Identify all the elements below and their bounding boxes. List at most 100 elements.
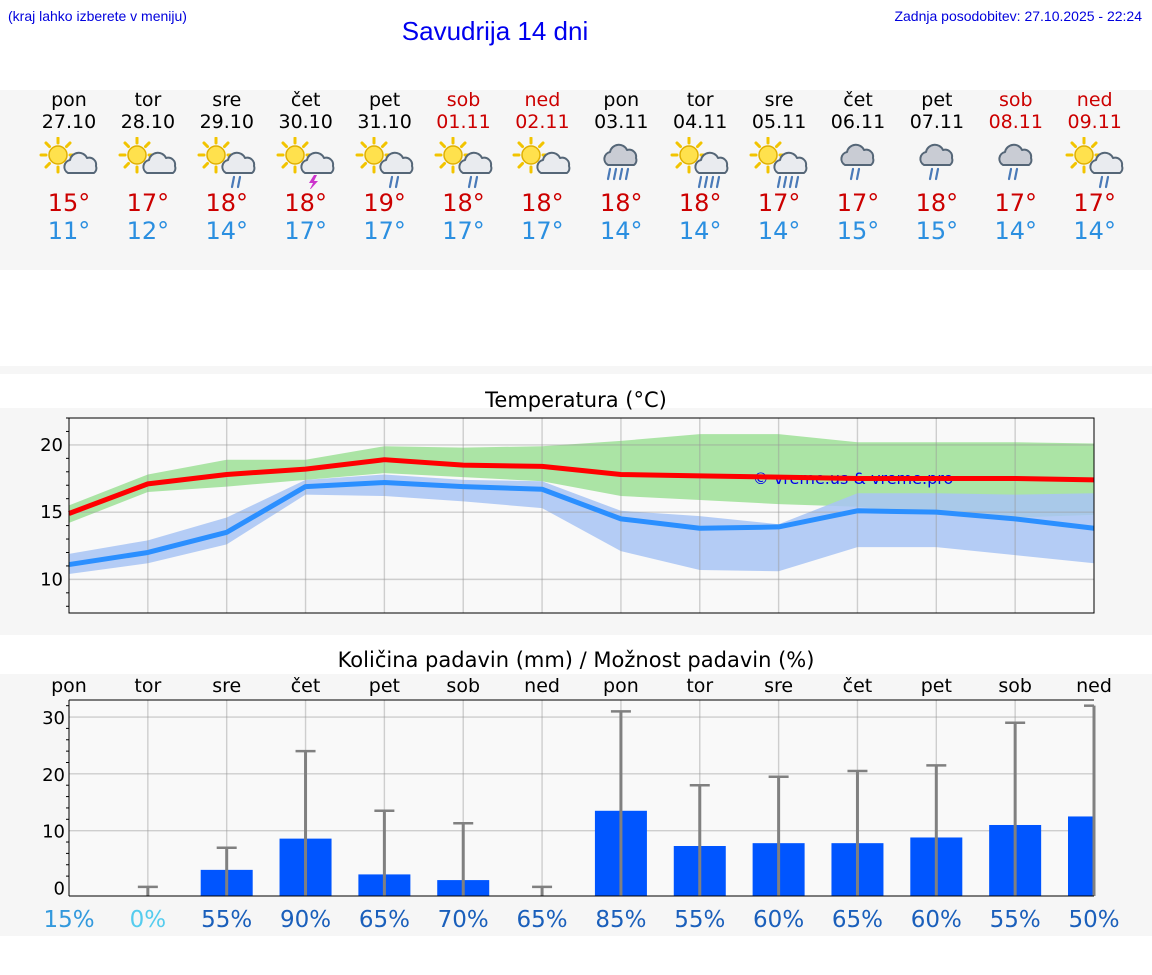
day-date: 03.11 (594, 111, 649, 133)
min-temperature: 14° (757, 217, 801, 245)
y-tick-label: 10 (42, 822, 65, 843)
precipitation-probability: 55% (990, 907, 1041, 933)
cloud-rain-icon (840, 143, 875, 181)
day-date: 29.10 (199, 111, 254, 133)
max-temperature: 18° (205, 189, 249, 217)
day-name: sob (446, 89, 481, 111)
max-temperature: 18° (678, 189, 722, 217)
y-tick-label: 15 (40, 502, 63, 523)
min-temperature: 17° (363, 217, 406, 245)
precipitation-probability: 90% (280, 907, 331, 933)
day-date: 28.10 (120, 111, 176, 133)
precipitation-probability: 70% (438, 907, 489, 933)
day-date: 05.11 (751, 111, 807, 133)
day-name: ned (1076, 89, 1113, 111)
min-temperature: 12° (126, 217, 170, 245)
daily-forecast-strip (0, 90, 1152, 270)
sun-cloud-icon (512, 137, 571, 174)
day-name: sre (764, 89, 794, 111)
max-temperature: 18° (915, 189, 959, 217)
page-title: Savudrija 14 dni (401, 16, 589, 46)
day-column: sre 05.11 17° 14° (744, 89, 814, 245)
y-tick-label: 20 (42, 765, 65, 786)
category-label: tor (686, 675, 713, 697)
max-temperature: 18° (442, 189, 485, 217)
category-label: pet (921, 675, 952, 697)
precipitation-chart: pon tor sre čet pet sob ned pon tor sre čet pet sob n… (42, 675, 1119, 933)
day-name: pon (603, 89, 640, 111)
category-label: pon (51, 675, 87, 697)
precipitation-probability: 50% (1068, 907, 1119, 933)
min-temperature-line (68, 480, 1095, 568)
category-label: sre (212, 675, 241, 697)
day-date: 04.11 (672, 111, 728, 133)
y-tick-label: 0 (54, 878, 65, 899)
day-column: pet 31.10 19° 17° (350, 89, 420, 245)
location-hint: (kraj lahko izberete v meniju) (8, 8, 187, 24)
category-label: čet (843, 675, 873, 697)
max-temperature-line (68, 457, 1095, 516)
max-temperature: 18° (600, 189, 643, 217)
max-temperature: 18° (284, 189, 327, 217)
sun-cloud-rain-icon (434, 137, 492, 189)
category-label: tor (134, 675, 161, 697)
sun-cloud-rain-icon (197, 137, 256, 189)
max-temperature: 17° (126, 189, 170, 217)
day-name: pet (368, 89, 401, 111)
min-temperature: 15° (915, 217, 959, 245)
day-name: čet (290, 89, 321, 111)
day-column: pon 27.10 15° 11° (34, 89, 104, 245)
day-date: 01.11 (436, 111, 491, 133)
sun-cloud-heavy-rain-icon (670, 137, 729, 189)
separator (0, 366, 1152, 374)
min-temperature: 11° (47, 217, 91, 245)
sun-cloud-icon (39, 137, 98, 174)
sun-cloud-thunder-icon (276, 137, 335, 189)
min-temperature: 14° (678, 217, 722, 245)
precipitation-probability: 65% (359, 907, 410, 933)
min-temperature: 14° (1073, 217, 1116, 245)
category-label: sob (446, 675, 480, 697)
min-temperature: 17° (284, 217, 327, 245)
day-name: sre (212, 89, 242, 111)
precipitation-probability: 0% (130, 907, 167, 933)
day-date: 27.10 (41, 111, 97, 133)
day-column: tor 04.11 18° 14° (665, 89, 735, 245)
min-range-band (69, 474, 1094, 574)
day-name: tor (134, 89, 162, 111)
day-column: čet 30.10 18° 17° (271, 89, 341, 245)
max-temperature: 18° (521, 189, 564, 217)
precipitation-probability: 65% (517, 907, 568, 933)
day-name: ned (524, 89, 561, 111)
category-label: ned (524, 675, 560, 697)
day-date: 06.11 (830, 111, 886, 133)
day-column: pet 07.11 18° 15° (902, 89, 972, 245)
precipitation-bar (1068, 816, 1094, 896)
max-temperature: 19° (363, 189, 406, 217)
category-label: sre (764, 675, 793, 697)
max-temperature: 17° (1073, 189, 1116, 217)
category-label: pon (603, 675, 639, 697)
max-temperature: 17° (757, 189, 801, 217)
min-temperature: 14° (205, 217, 249, 245)
max-temperature: 17° (836, 189, 880, 217)
min-temperature: 17° (521, 217, 564, 245)
category-label: ned (1076, 675, 1112, 697)
day-date: 09.11 (1067, 111, 1122, 133)
precipitation-probability: 65% (832, 907, 883, 933)
day-date: 30.10 (278, 111, 333, 133)
day-name: čet (843, 89, 873, 111)
min-temperature: 17° (442, 217, 485, 245)
day-column: pon 03.11 18° 14° (586, 89, 656, 245)
day-name: tor (686, 89, 714, 111)
category-label: pet (369, 675, 400, 697)
min-temperature: 15° (836, 217, 880, 245)
day-column: ned 02.11 18° 17° (507, 89, 577, 245)
max-temperature: 17° (994, 189, 1038, 217)
sun-cloud-icon (118, 137, 177, 174)
day-column: ned 09.11 17° 14° (1060, 89, 1130, 245)
day-column: čet 06.11 17° 15° (823, 89, 893, 245)
day-name: pet (921, 89, 953, 111)
day-name: sob (999, 89, 1033, 111)
